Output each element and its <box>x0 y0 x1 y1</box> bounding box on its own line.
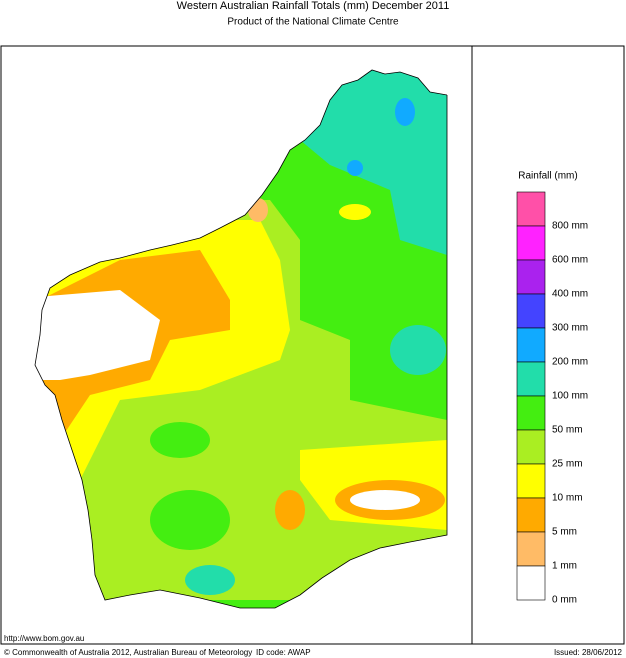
legend-label: 10 mm <box>552 493 583 504</box>
title: Western Australian Rainfall Totals (mm) … <box>177 0 450 12</box>
legend-swatch <box>516 191 546 227</box>
legend-label: 1 mm <box>552 561 577 572</box>
legend-swatch <box>516 395 546 431</box>
legend-swatch <box>516 361 546 397</box>
legend-label: 800 mm <box>552 221 588 232</box>
footer-id: ID code: AWAP <box>256 648 311 657</box>
legend-label: 600 mm <box>552 255 588 266</box>
legend-label: 300 mm <box>552 323 588 334</box>
legend-label: 25 mm <box>552 459 583 470</box>
footer-copyright: © Commonwealth of Australia 2012, Austra… <box>4 648 252 657</box>
legend-swatch <box>516 429 546 465</box>
legend-swatch <box>516 225 546 261</box>
legend-swatch <box>516 463 546 499</box>
legend-swatch <box>516 259 546 295</box>
legend-swatch <box>516 531 546 567</box>
subtitle: Product of the National Climate Centre <box>227 17 399 28</box>
coastline <box>34 69 448 609</box>
legend-label: 5 mm <box>552 527 577 538</box>
legend-label: 400 mm <box>552 289 588 300</box>
footer-issued: Issued: 28/06/2012 <box>554 648 623 657</box>
map-frame <box>0 45 625 645</box>
legend: 800 mm 600 mm 400 mm 300 mm 200 mm 100 mm 50 m… <box>516 191 588 606</box>
rainfall-map <box>35 70 447 608</box>
legend-swatch <box>516 293 546 329</box>
footer-url: http://www.bom.gov.au <box>4 634 84 643</box>
legend-swatch <box>516 327 546 363</box>
legend-title: Rainfall (mm) <box>518 171 577 182</box>
legend-label: 50 mm <box>552 425 583 436</box>
legend-swatch <box>516 497 546 533</box>
legend-label: 200 mm <box>552 357 588 368</box>
legend-swatch <box>516 565 546 601</box>
legend-label: 100 mm <box>552 391 588 402</box>
legend-label: 0 mm <box>552 595 577 606</box>
